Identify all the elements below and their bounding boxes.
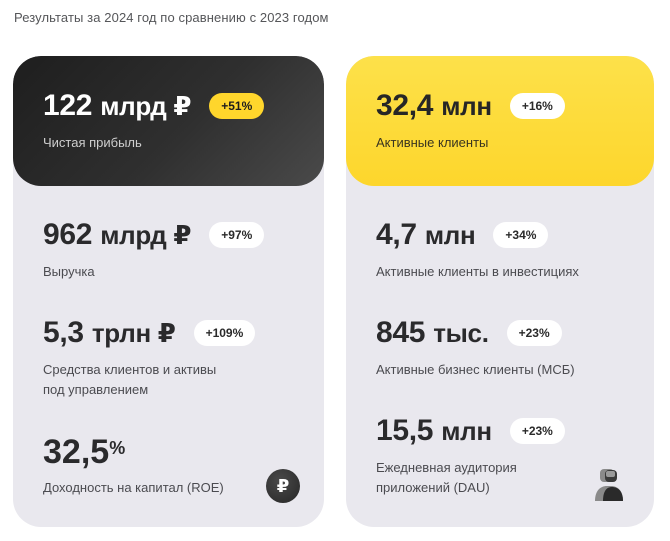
page-title: Результаты за 2024 год по сравнению с 20… [14, 10, 329, 25]
net-profit-value: 122 млрд ₽ [43, 89, 192, 122]
client-assets-label: Средства клиентов и активы под управлени… [43, 362, 217, 397]
business-clients-metric: 845 тыс. +23% Активные бизнес клиенты (М… [376, 316, 575, 380]
active-clients-hero: 32,4 млн +16% Активные клиенты [346, 56, 654, 186]
dau-change-badge: +23% [509, 418, 565, 444]
client-assets-change-badge: +109% [193, 320, 256, 346]
business-clients-value: 845 тыс. [376, 316, 489, 349]
roe-label: Доходность на капитал (ROE) [43, 480, 224, 495]
active-clients-label: Активные клиенты [376, 135, 489, 150]
investment-clients-value: 4,7 млн [376, 218, 476, 251]
client-assets-metric: 5,3 трлн ₽ +109% Средства клиентов и акт… [43, 316, 256, 400]
dau-value: 15,5 млн [376, 414, 492, 447]
active-clients-change-badge: +16% [509, 93, 565, 119]
dau-label: Ежедневная аудитория приложений (DAU) [376, 460, 517, 495]
client-assets-value: 5,3 трлн ₽ [43, 316, 176, 349]
net-profit-hero: 122 млрд ₽ +51% Чистая прибыль [13, 56, 324, 186]
revenue-metric: 962 млрд ₽ +97% Выручка [43, 218, 265, 282]
investment-clients-change-badge: +34% [493, 222, 549, 248]
investment-clients-metric: 4,7 млн +34% Активные клиенты в инвестиц… [376, 218, 579, 282]
ruble-icon: ₽ [266, 469, 300, 503]
users-icon [595, 469, 623, 501]
roe-value: 32,5% [43, 433, 126, 471]
roe-metric: 32,5% Доходность на капитал (ROE) [43, 434, 224, 498]
net-profit-label: Чистая прибыль [43, 135, 142, 150]
revenue-change-badge: +97% [209, 222, 265, 248]
business-clients-label: Активные бизнес клиенты (МСБ) [376, 362, 575, 377]
net-profit-change-badge: +51% [209, 93, 265, 119]
investment-clients-label: Активные клиенты в инвестициях [376, 264, 579, 279]
client-results-card: 32,4 млн +16% Активные клиенты 4,7 млн +… [346, 56, 654, 527]
revenue-label: Выручка [43, 264, 95, 279]
business-clients-change-badge: +23% [506, 320, 562, 346]
financial-results-card: 122 млрд ₽ +51% Чистая прибыль 962 млрд … [13, 56, 324, 527]
active-clients-value: 32,4 млн [376, 89, 492, 122]
revenue-value: 962 млрд ₽ [43, 218, 192, 251]
dau-metric: 15,5 млн +23% Ежедневная аудитория прило… [376, 414, 565, 498]
